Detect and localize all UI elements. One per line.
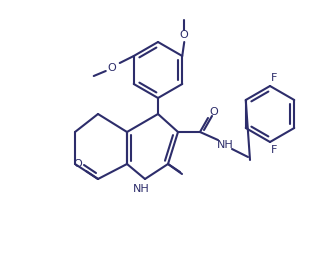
Text: F: F	[271, 145, 277, 155]
Text: NH: NH	[217, 140, 233, 150]
Text: O: O	[74, 159, 82, 169]
Text: O: O	[210, 107, 218, 117]
Text: O: O	[107, 63, 116, 73]
Text: NH: NH	[133, 184, 149, 194]
Text: F: F	[271, 73, 277, 83]
Text: O: O	[180, 30, 189, 40]
